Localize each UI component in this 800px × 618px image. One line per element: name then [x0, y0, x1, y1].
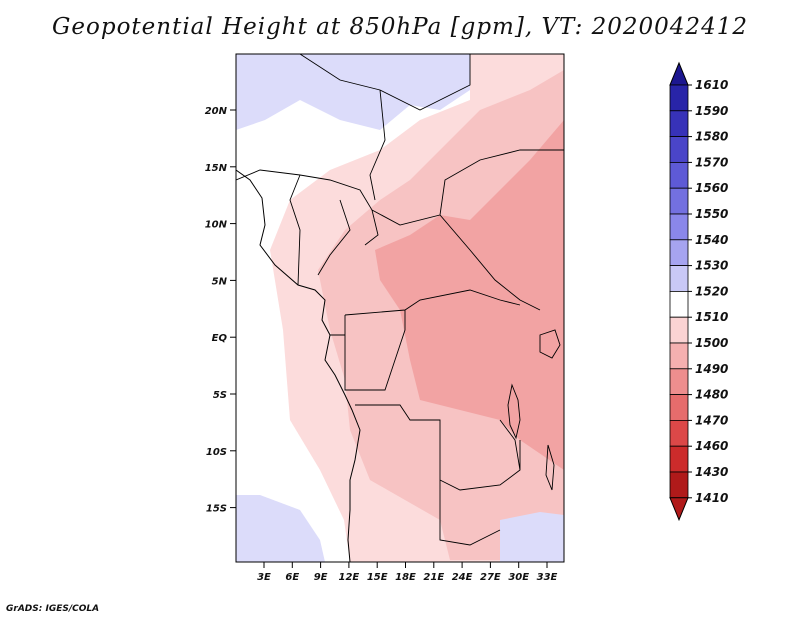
colorbar-label: 1430 [695, 465, 728, 479]
x-tick-label: 27E [480, 572, 501, 583]
y-tick-label: 5S [213, 390, 227, 401]
colorbar-segment [669, 187, 689, 215]
colorbar-top-arrow [669, 61, 689, 86]
colorbar-segment [669, 84, 689, 112]
colorbar-label: 1550 [695, 207, 728, 221]
region-deep-pink [375, 120, 564, 470]
lake-malawi [545, 444, 555, 491]
region-blue-southwest [236, 495, 325, 562]
plot-frame [235, 53, 565, 563]
x-tick-label: 18E [395, 572, 416, 583]
colorbar-segment [669, 419, 689, 447]
colorbar-segment [669, 213, 689, 241]
y-tick-label: 20N [205, 106, 228, 117]
colorbar-segment [669, 290, 689, 318]
x-tick-label: 30E [508, 572, 529, 583]
x-axis: 3E 6E 9E 12E 15E 18E 21E 24E 27E 30E 33E [257, 562, 558, 583]
colorbar-segment [669, 110, 689, 138]
colorbar-label: 1490 [695, 362, 728, 376]
colorbar-label: 1460 [695, 439, 728, 453]
colorbar-label: 1610 [695, 78, 728, 92]
region-blue-north [236, 54, 470, 130]
colorbar-label: 1580 [695, 130, 728, 144]
y-tick-label: 5N [212, 276, 228, 287]
y-tick-label: EQ [212, 333, 228, 344]
y-tick-label: 10N [205, 220, 228, 231]
colorbar-segment [669, 368, 689, 395]
colorbar-label: 1560 [695, 181, 728, 195]
x-tick-label: 33E [537, 572, 558, 583]
lake-tanganyika [507, 383, 521, 440]
field-layer [236, 54, 564, 562]
colorbar-segment [669, 136, 689, 163]
colorbar-label: 1510 [695, 310, 728, 324]
x-tick-label: 15E [367, 572, 388, 583]
colorbar-segment [669, 265, 689, 292]
y-tick-label: 15N [205, 163, 228, 174]
region-blue-southeast [500, 512, 564, 562]
x-tick-label: 6E [285, 572, 299, 583]
colorbar-label: 1570 [695, 155, 728, 169]
colorbar-segment [669, 394, 689, 421]
colorbar-label: 1530 [695, 259, 728, 273]
colorbar-segment [669, 316, 689, 344]
y-axis: 20N 15N 10N 5N EQ 5S 10S 15S [205, 106, 236, 515]
x-tick-label: 9E [314, 572, 328, 583]
colorbar-label: 1480 [695, 388, 728, 402]
x-tick-label: 3E [257, 572, 271, 583]
colorbar-label: 1540 [695, 233, 728, 247]
colorbar-segment [669, 342, 689, 370]
colorbar-label: 1410 [695, 491, 728, 505]
colorbar-label: 1520 [695, 284, 728, 298]
colorbar-label: 1470 [695, 413, 728, 427]
colorbar-segment [669, 161, 689, 189]
y-tick-label: 15S [206, 504, 227, 515]
country-borders [236, 54, 564, 546]
footer-credit: GrADS: IGES/COLA [6, 604, 100, 614]
x-tick-label: 12E [339, 572, 360, 583]
colorbar-bottom-arrow [669, 497, 689, 522]
colorbar-label: 1500 [695, 336, 728, 350]
colorbar: 1610 1590 1580 1570 1560 1550 1540 1530 1520 1510… [669, 61, 728, 522]
colorbar-segment [669, 445, 689, 473]
x-tick-label: 24E [452, 572, 473, 583]
colorbar-segment [669, 471, 689, 499]
colorbar-segment [669, 239, 689, 267]
colorbar-label: 1590 [695, 104, 728, 118]
x-tick-label: 21E [423, 572, 444, 583]
map-title: Geopotential Height at 850hPa [gpm], VT:… [52, 14, 748, 40]
y-tick-label: 10S [206, 447, 227, 458]
lake-victoria [539, 329, 561, 359]
